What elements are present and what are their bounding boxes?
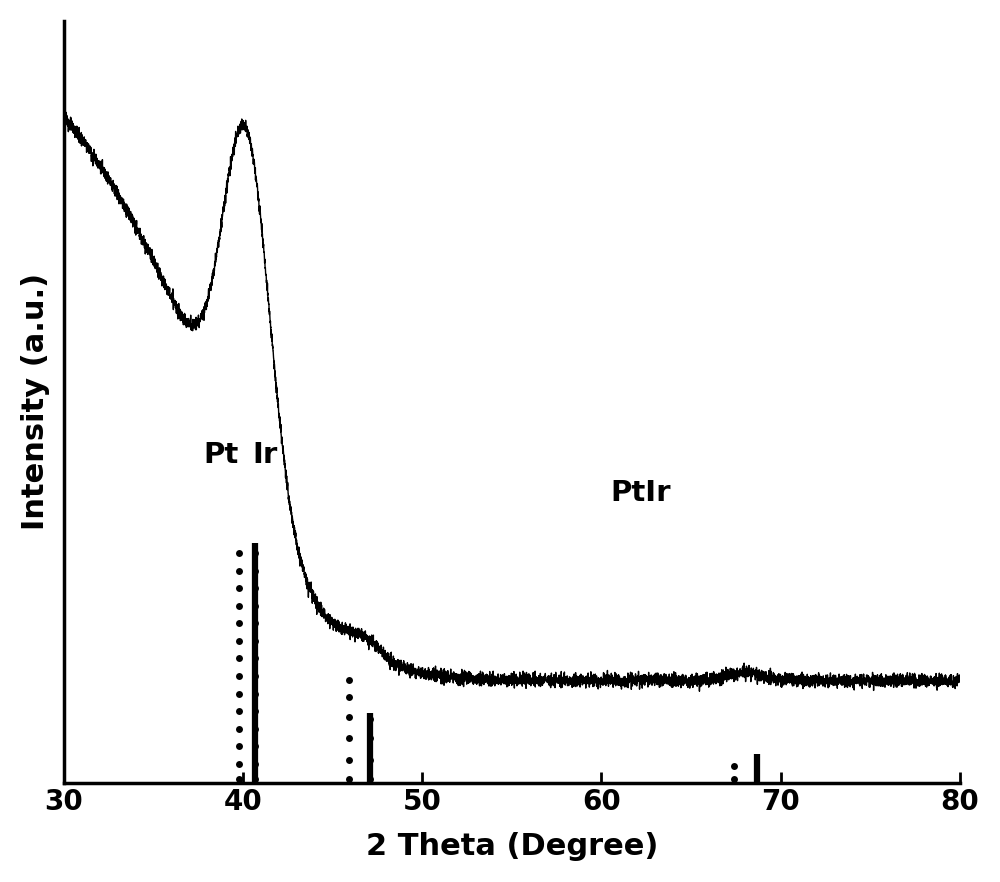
X-axis label: 2 Theta (Degree): 2 Theta (Degree) [366, 832, 658, 861]
Text: PtIr: PtIr [610, 479, 671, 507]
Y-axis label: Intensity (a.u.): Intensity (a.u.) [21, 273, 50, 530]
Text: Pt: Pt [204, 441, 239, 468]
Text: Ir: Ir [252, 441, 277, 468]
